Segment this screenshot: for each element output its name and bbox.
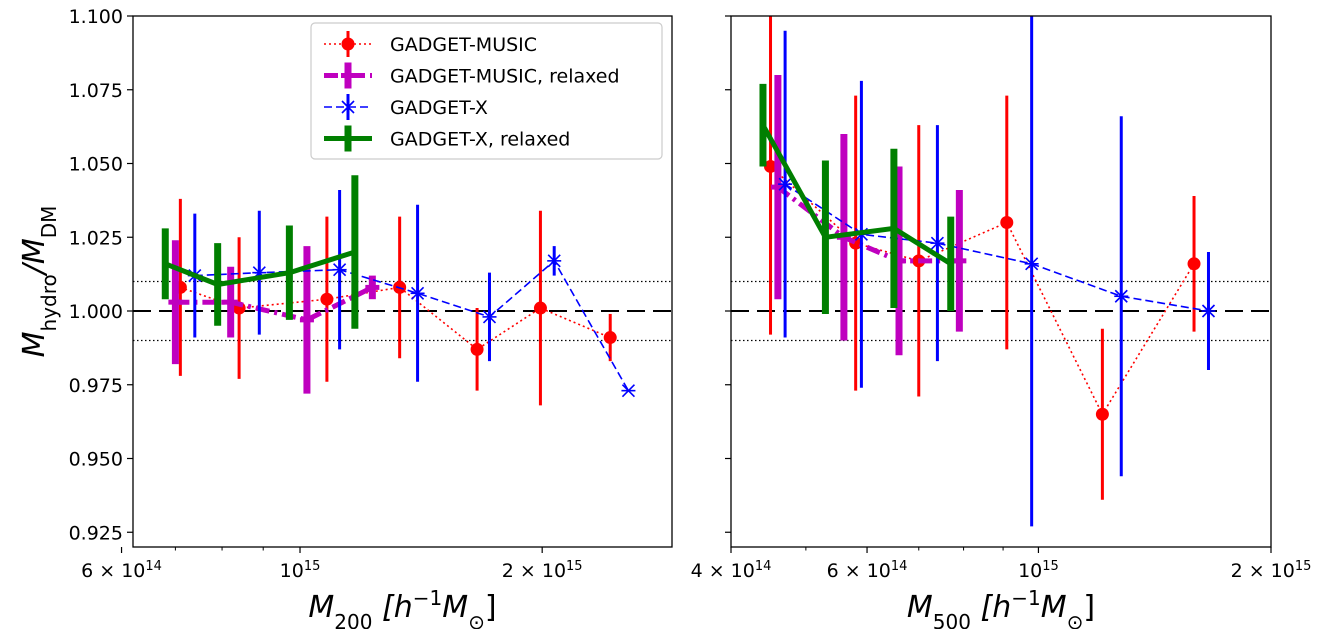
legend: GADGET-MUSIC GADGET-MUSIC, relaxed GADGET-…	[310, 22, 663, 160]
series-gadget-x-relaxed	[759, 83, 955, 314]
y-tick-label: 0.975	[69, 375, 123, 397]
legend-label: GADGET-MUSIC	[390, 34, 537, 56]
data-point	[1095, 407, 1109, 421]
data-point	[621, 384, 636, 398]
right-panel: 4 × 1014 6 × 1014 1015 2 × 1015 M500 [h−1M⊙]	[691, 15, 1312, 629]
data-point	[1024, 257, 1039, 271]
x-tick-label: 4 × 1014	[691, 559, 772, 583]
data-point	[365, 280, 380, 295]
data-point	[1201, 304, 1216, 318]
y-tick-label: 1.000	[69, 301, 123, 323]
data-point	[168, 295, 183, 310]
data-point	[533, 301, 547, 315]
y-tick-label: 0.950	[69, 449, 123, 471]
legend-item: GADGET-MUSIC, relaxed	[324, 62, 620, 89]
series-line	[769, 165, 1195, 416]
axes-frame	[132, 15, 673, 548]
data-point	[547, 254, 562, 268]
series-line	[175, 285, 374, 323]
series-gadget-music	[173, 198, 617, 406]
data-point	[952, 253, 967, 268]
series-gadget-music	[764, 16, 1201, 500]
data-point	[930, 236, 945, 250]
plot-area	[731, 16, 1271, 527]
y-tick-label: 1.100	[69, 6, 123, 28]
data-point	[764, 159, 778, 173]
data-point	[892, 253, 907, 268]
x-tick-label: 1015	[280, 559, 321, 583]
y-tick-label: 1.075	[69, 80, 123, 102]
y-axis-label: Mhydro/MDM	[17, 206, 61, 358]
x-tick-label: 1015	[1018, 559, 1059, 583]
x-tick-label: 6 × 1014	[827, 559, 908, 583]
axes-frame	[730, 15, 1272, 548]
left-panel: 0.925 0.950 0.975 1.000 1.025 1.050 1.075 1.100…	[17, 6, 673, 629]
data-point	[1000, 216, 1014, 229]
data-point	[770, 180, 785, 195]
x-tick-label: 6 × 1014	[81, 559, 162, 583]
plot-area	[133, 175, 672, 406]
series-line	[164, 249, 356, 287]
legend-label: GADGET-MUSIC, relaxed	[390, 66, 620, 88]
y-tick-label: 1.050	[69, 154, 123, 176]
legend-label: GADGET-X, relaxed	[390, 129, 570, 151]
legend-item: GADGET-X	[324, 94, 488, 120]
y-tick-label: 0.925	[69, 522, 123, 544]
data-point	[410, 286, 425, 300]
legend-box	[310, 22, 663, 160]
series-gadget-x	[187, 190, 636, 398]
data-point	[482, 310, 497, 324]
data-point	[320, 292, 334, 306]
series-gadget-x-relaxed	[161, 175, 359, 329]
legend-item: GADGET-MUSIC	[324, 31, 537, 57]
x-tick-label: 2 × 1015	[502, 559, 583, 583]
series-line	[760, 123, 953, 266]
data-point	[223, 295, 238, 310]
legend-swatch-marker	[341, 37, 355, 51]
x-tick-label: 2 × 1015	[1231, 559, 1312, 583]
data-point	[1187, 257, 1201, 271]
data-point	[332, 263, 347, 277]
data-point	[603, 331, 617, 345]
x-axis-label: M500 [h−1M⊙]	[907, 586, 1095, 629]
x-axis-label: M200 [h−1M⊙]	[308, 586, 496, 629]
series-gadget-music-relaxed	[168, 240, 380, 394]
legend-item: GADGET-X, relaxed	[324, 125, 570, 152]
series-line	[784, 183, 1209, 312]
series-gadget-x	[778, 16, 1216, 527]
data-point	[299, 312, 314, 327]
y-tick-label: 1.025	[69, 227, 123, 249]
data-point	[778, 177, 793, 191]
series-line	[776, 185, 960, 264]
data-point	[1114, 289, 1129, 303]
legend-label: GADGET-X	[390, 97, 488, 119]
legend-swatch-marker	[341, 73, 355, 78]
legend-swatch-marker	[341, 100, 355, 114]
data-point	[470, 342, 484, 356]
